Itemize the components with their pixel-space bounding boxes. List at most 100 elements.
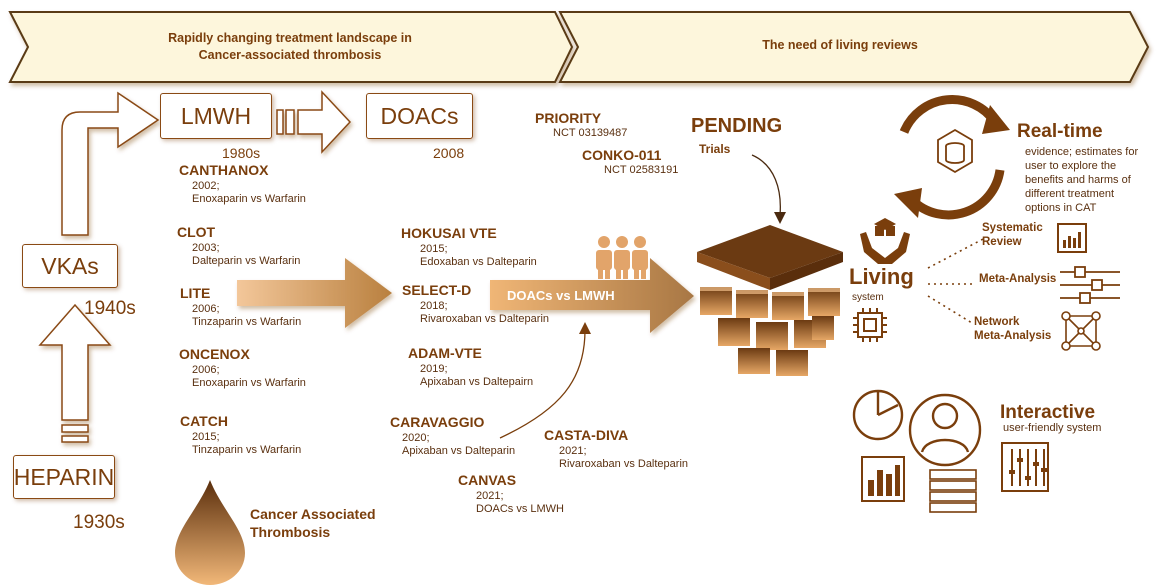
- branch-network-meta-analysis: Network Meta-Analysis: [974, 315, 1051, 343]
- trial-name: ONCENOX: [179, 346, 250, 362]
- living-subtitle: system: [852, 292, 884, 303]
- doacs-vs-lmwh-label: DOACs vs LMWH: [507, 288, 615, 303]
- lmwh-year: 1980s: [222, 145, 261, 161]
- lmwh-trials-arrow: [237, 258, 392, 328]
- trial-year: 2015;: [192, 431, 220, 443]
- chip-icon: [853, 308, 887, 342]
- realtime-desc-line: user to explore the: [1025, 160, 1117, 172]
- drop-label-line-1: Cancer Associated: [250, 506, 376, 522]
- user-icon: [908, 393, 982, 467]
- trial-year: 2020;: [402, 432, 430, 444]
- people-icon: [596, 236, 648, 279]
- living-branches: [927, 237, 986, 324]
- heparin-year: 1930s: [73, 512, 125, 533]
- network-icon: [1061, 311, 1101, 351]
- trial-year: 2018;: [420, 300, 448, 312]
- cube-stack-icon: [697, 225, 843, 376]
- trial-name: CANTHANOX: [179, 162, 269, 178]
- lmwh-box: LMWH: [160, 93, 272, 139]
- hands-box-icon: [860, 218, 910, 264]
- pending-trial-conko: CONKO-011 NCT 02583191: [582, 147, 678, 177]
- realtime-cycle-icon: [899, 95, 1005, 220]
- trial-comparison: Tinzaparin vs Warfarin: [192, 444, 302, 456]
- lmwh-to-doac-arrow: [276, 90, 352, 154]
- trial-canthanox: CANTHANOX 2002; Enoxaparin vs Warfarin: [179, 162, 306, 206]
- bent-arrow: [61, 91, 160, 236]
- pending-trial-nct: NCT 03139487: [553, 127, 628, 139]
- trial-name: CANVAS: [458, 472, 517, 488]
- trial-comparison: DOACs vs LMWH: [476, 503, 564, 515]
- database-icon: [937, 128, 973, 174]
- realtime-desc-line: options in CAT: [1025, 202, 1097, 214]
- bar-chart-icon: [1057, 223, 1087, 253]
- branch-systematic-review: Systematic Review: [982, 221, 1043, 249]
- forest-plot-icon: [1060, 266, 1120, 304]
- trial-hokusai: HOKUSAI VTE 2015; Edoxaban vs Dalteparin: [401, 225, 537, 269]
- pending-trial-name: CONKO-011: [582, 147, 662, 163]
- pending-subtitle: Trials: [699, 142, 731, 156]
- branch-label: Meta-Analysis: [974, 330, 1052, 342]
- banner-right-chevron: [558, 11, 1150, 83]
- doacs-vs-lmwh-arrow: [490, 258, 694, 333]
- trial-name: CARAVAGGIO: [390, 414, 485, 430]
- trial-name: CASTA-DIVA: [544, 427, 629, 443]
- trial-comparison: Apixaban vs Daltepairn: [420, 376, 534, 388]
- pending-trial-nct: NCT 02583191: [604, 164, 679, 176]
- interactive-subtitle: user-friendly system: [1003, 422, 1102, 434]
- branch-label: Review: [982, 236, 1022, 248]
- trial-oncenox: ONCENOX 2006; Enoxaparin vs Warfarin: [179, 346, 306, 390]
- trial-year: 2003;: [192, 242, 220, 254]
- branch-label: Systematic: [982, 222, 1043, 234]
- drop-label-line-2: Thrombosis: [250, 524, 331, 540]
- pending-arrow: [751, 154, 781, 216]
- trial-year: 2006;: [192, 364, 220, 376]
- trial-comparison: Rivaroxaban vs Dalteparin: [559, 458, 689, 470]
- trial-year: 2002;: [192, 180, 220, 192]
- trial-casta-diva: CASTA-DIVA 2021; Rivaroxaban vs Daltepar…: [544, 427, 688, 471]
- trial-name: ADAM-VTE: [408, 345, 482, 361]
- trial-clot: CLOT 2003; Dalteparin vs Warfarin: [177, 224, 300, 268]
- pending-title: PENDING: [691, 115, 783, 137]
- trial-year: 2021;: [476, 490, 504, 502]
- trial-comparison: Tinzaparin vs Warfarin: [192, 316, 302, 328]
- trial-year: 2006;: [192, 303, 220, 315]
- trial-comparison: Enoxaparin vs Warfarin: [192, 193, 306, 205]
- realtime-desc-line: different treatment: [1025, 188, 1115, 200]
- trial-comparison: Edoxaban vs Dalteparin: [420, 256, 537, 268]
- trial-name: HOKUSAI VTE: [401, 225, 497, 241]
- trial-name: CATCH: [180, 413, 228, 429]
- realtime-description: evidence; estimates for user to explore …: [1025, 145, 1138, 215]
- pending-trial-priority: PRIORITY NCT 03139487: [535, 110, 627, 140]
- trial-comparison: Apixaban vs Dalteparin: [402, 445, 516, 457]
- banner-left-line-1: Rapidly changing treatment landscape in: [168, 31, 412, 45]
- realtime-desc-line: evidence; estimates for: [1025, 146, 1139, 158]
- trial-canvas: CANVAS 2021; DOACs vs LMWH: [458, 472, 564, 516]
- banner-right-text: The need of living reviews: [762, 38, 918, 52]
- living-title: Living: [849, 264, 914, 289]
- trial-select-d: SELECT-D 2018; Rivaroxaban vs Dalteparin: [402, 282, 549, 326]
- heparin-box: HEPARIN: [13, 455, 115, 499]
- realtime-desc-line: benefits and harms of: [1025, 174, 1131, 186]
- trial-lite: LITE 2006; Tinzaparin vs Warfarin: [180, 285, 301, 329]
- sliders-icon: [1001, 442, 1049, 492]
- trial-comparison: Rivaroxaban vs Dalteparin: [420, 313, 550, 325]
- blood-drop-icon: [175, 480, 245, 585]
- branch-label: Network: [974, 316, 1020, 328]
- banner-left-line-2: Cancer-associated thrombosis: [198, 48, 382, 62]
- up-arrow: [38, 303, 112, 443]
- banner-left-chevron: [8, 11, 574, 83]
- trial-comparison: Enoxaparin vs Warfarin: [192, 377, 306, 389]
- trial-adam-vte: ADAM-VTE 2019; Apixaban vs Daltepairn: [408, 345, 533, 389]
- trial-caravaggio: CARAVAGGIO 2020; Apixaban vs Dalteparin: [390, 414, 515, 458]
- realtime-title: Real-time: [1017, 121, 1103, 142]
- vka-year: 1940s: [84, 298, 136, 319]
- drop-label: Cancer Associated Thrombosis: [250, 505, 376, 541]
- trial-catch: CATCH 2015; Tinzaparin vs Warfarin: [180, 413, 301, 457]
- pending-trial-name: PRIORITY: [535, 110, 602, 126]
- trial-name: LITE: [180, 285, 211, 301]
- trial-comparison: Dalteparin vs Warfarin: [192, 255, 301, 267]
- branch-meta-analysis: Meta-Analysis: [979, 273, 1057, 285]
- curved-arrow: [499, 329, 586, 439]
- doac-year: 2008: [433, 145, 465, 161]
